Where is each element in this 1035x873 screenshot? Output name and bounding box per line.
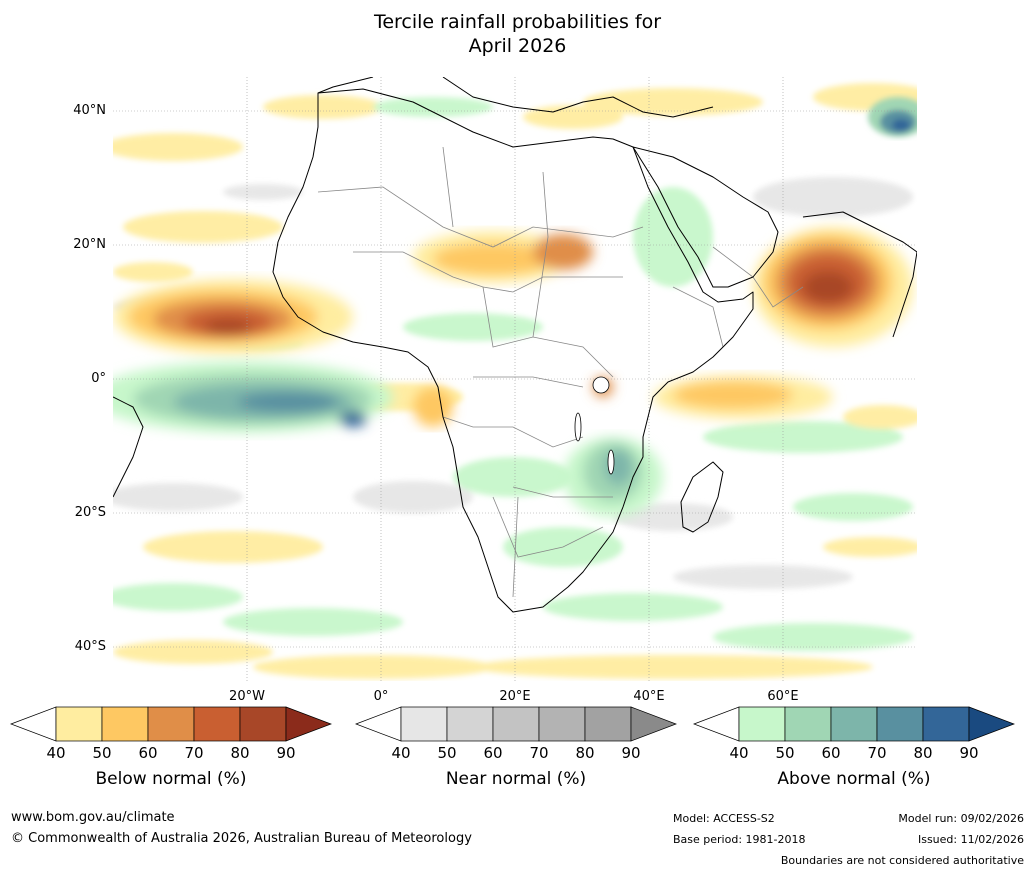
india-coastline: [802, 211, 918, 338]
colorbar-near-lower-triangle: [355, 706, 402, 742]
colorbar-near-swatch-2: [446, 706, 494, 742]
lat-label-40n: 40°N: [73, 103, 106, 118]
tick: 90: [621, 744, 641, 762]
tick: 40: [391, 744, 411, 762]
colorbar-below-swatch-2: [101, 706, 149, 742]
lat-label-20n: 20°N: [73, 237, 106, 252]
tick: 40: [729, 744, 749, 762]
colorbar-near-normal: [355, 706, 677, 742]
arabia-coastline: [632, 146, 779, 288]
rainfall-probability-map: [93, 76, 933, 681]
footer-base-period: Base period: 1981-2018: [673, 833, 806, 846]
tick: 80: [230, 744, 250, 762]
lon-label-20w: 20°W: [229, 689, 265, 704]
above-normal-southeast-africa: [563, 437, 663, 517]
europe-coastline: [317, 76, 714, 118]
colorbar-above-normal: [693, 706, 1015, 742]
tick: 70: [184, 744, 204, 762]
colorbar-above-upper-triangle: [968, 706, 1015, 742]
tick: 50: [92, 744, 112, 762]
colorbar-near-swatch-1: [400, 706, 448, 742]
footer-issued: Issued: 11/02/2026: [917, 833, 1024, 846]
colorbar-near-swatch-5: [584, 706, 632, 742]
country-boundaries: [317, 146, 804, 598]
lakes: [574, 376, 615, 475]
title-line-2: April 2026: [468, 35, 567, 57]
tick: 60: [138, 744, 158, 762]
footer-copyright: © Commonwealth of Australia 2026, Austra…: [11, 831, 472, 846]
colorbar-above-swatch-2: [784, 706, 832, 742]
tick: 70: [867, 744, 887, 762]
title-line-1: Tercile rainfall probabilities for: [373, 11, 662, 33]
colorbar-near-swatch-4: [538, 706, 586, 742]
colorbar-below-swatch-1: [55, 706, 103, 742]
madagascar-coastline: [680, 461, 724, 533]
colorbar-above-swatch-1: [738, 706, 786, 742]
lat-label-40s: 40°S: [74, 639, 106, 654]
colorbar-below-normal: [10, 706, 332, 742]
colorbar-below-label: Below normal (%): [95, 769, 247, 789]
graticule: [113, 77, 917, 681]
lat-label-0: 0°: [91, 371, 106, 386]
lat-label-20s: 20°S: [74, 505, 106, 520]
below-normal-sahel: [413, 231, 593, 283]
tick: 40: [46, 744, 66, 762]
colorbar-below-swatch-3: [147, 706, 195, 742]
below-normal-west-africa: [113, 279, 353, 355]
map-canvas: [93, 76, 933, 681]
colorbar-above-swatch-5: [922, 706, 970, 742]
tick: 90: [276, 744, 296, 762]
tick: 60: [821, 744, 841, 762]
lon-label-40e: 40°E: [633, 689, 665, 704]
colorbar-above-swatch-3: [830, 706, 878, 742]
colorbar-above-label: Above normal (%): [777, 769, 931, 789]
colorbar-below-swatch-4: [193, 706, 241, 742]
tick: 60: [483, 744, 503, 762]
tick: 50: [437, 744, 457, 762]
tick: 80: [575, 744, 595, 762]
colorbar-above-swatch-4: [876, 706, 924, 742]
footer-model-run: Model run: 09/02/2026: [898, 812, 1024, 825]
lon-label-20e: 20°E: [499, 689, 531, 704]
coastlines: [112, 76, 918, 613]
colorbar-below-lower-triangle: [10, 706, 57, 742]
africa-coastline: [272, 88, 754, 613]
lon-label-0: 0°: [373, 689, 389, 704]
colorbar-near-swatch-3: [492, 706, 540, 742]
footer-disclaimer: Boundaries are not considered authoritat…: [780, 854, 1024, 867]
tick: 90: [959, 744, 979, 762]
colorbar-above-lower-triangle: [693, 706, 740, 742]
lon-label-60e: 60°E: [767, 689, 799, 704]
colorbar-near-label: Near normal (%): [445, 769, 587, 789]
colorbar-below-swatch-5: [239, 706, 287, 742]
colorbar-below-upper-triangle: [285, 706, 332, 742]
footer-model: Model: ACCESS-S2: [673, 812, 775, 825]
above-normal-himalaya: [868, 97, 928, 137]
footer-url: www.bom.gov.au/climate: [11, 810, 175, 825]
tick: 80: [913, 744, 933, 762]
tick: 50: [775, 744, 795, 762]
below-normal-arabian-sea: [753, 227, 913, 347]
tick: 70: [529, 744, 549, 762]
south-america-coastline: [112, 396, 144, 498]
colorbar-near-upper-triangle: [630, 706, 677, 742]
map-title: Tercile rainfall probabilities for April…: [0, 10, 1035, 58]
